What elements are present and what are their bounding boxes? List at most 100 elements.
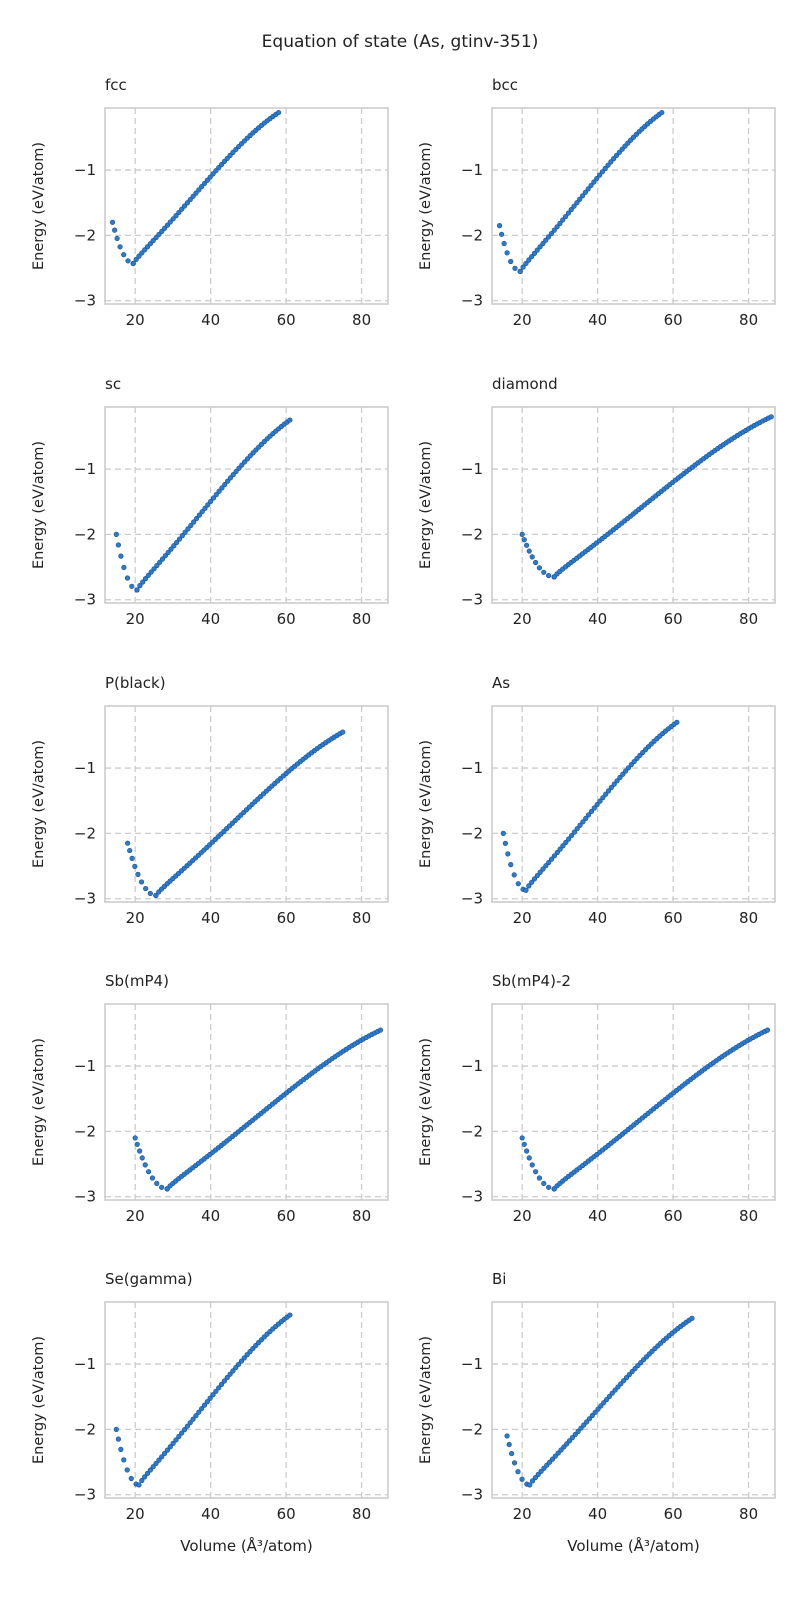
- data-point: [199, 509, 205, 515]
- x-tick-label: 80: [352, 311, 371, 329]
- y-tick-label: −1: [74, 460, 96, 478]
- data-series: [519, 414, 774, 580]
- data-point: [199, 1406, 205, 1412]
- subplot-1: 20 40 60 80 −3 −2 −1 bcc Energy (eV/atom): [418, 76, 776, 329]
- data-point: [527, 1482, 533, 1488]
- data-point: [184, 200, 191, 206]
- x-tick-label: 60: [277, 1505, 296, 1523]
- y-tick-label: −3: [74, 292, 96, 310]
- x-tick-label: 60: [664, 311, 683, 329]
- data-point: [121, 564, 127, 571]
- data-point: [534, 247, 540, 253]
- data-point: [236, 1361, 242, 1367]
- data-point: [185, 526, 191, 532]
- data-point: [557, 846, 563, 852]
- data-point: [149, 1175, 156, 1181]
- y-tick-label: −2: [74, 1122, 96, 1140]
- data-point: [216, 1385, 222, 1391]
- data-point: [132, 863, 138, 869]
- data-point: [511, 1460, 518, 1466]
- y-tick-label: −1: [74, 1057, 96, 1075]
- data-point: [506, 1441, 512, 1448]
- data-point: [596, 172, 603, 178]
- y-tick-label: −2: [74, 824, 96, 842]
- data-point: [603, 1396, 610, 1403]
- data-point: [524, 542, 530, 548]
- data-point: [546, 859, 552, 866]
- data-point: [569, 1435, 576, 1441]
- subplot-title: As: [492, 674, 510, 692]
- data-point: [625, 765, 632, 771]
- data-point: [526, 1155, 532, 1161]
- data-point: [764, 1027, 771, 1033]
- data-point: [496, 223, 503, 229]
- data-point: [129, 583, 135, 589]
- data-point: [190, 193, 196, 199]
- data-point: [146, 1169, 152, 1175]
- data-point: [227, 1371, 233, 1377]
- y-tick-label: −1: [461, 460, 483, 478]
- data-point: [142, 576, 149, 582]
- data-point: [520, 264, 526, 270]
- x-tick-label: 60: [277, 909, 296, 927]
- y-tick-label: −1: [461, 1355, 483, 1373]
- data-point: [202, 505, 208, 511]
- data-point: [109, 219, 116, 225]
- data-point: [193, 515, 200, 522]
- data-point: [523, 887, 529, 893]
- data-point: [585, 186, 591, 192]
- x-tick-label: 40: [588, 610, 607, 628]
- x-tick-label: 20: [126, 1207, 145, 1225]
- data-point: [164, 1447, 171, 1453]
- data-point: [170, 216, 176, 222]
- data-point: [181, 1427, 188, 1433]
- data-point: [275, 109, 282, 116]
- data-point: [201, 1402, 208, 1408]
- subplot-title: Bi: [492, 1270, 506, 1288]
- data-point: [114, 235, 120, 242]
- data-series: [125, 729, 346, 899]
- data-point: [121, 1457, 127, 1463]
- data-point: [566, 836, 572, 842]
- data-point: [113, 1426, 119, 1432]
- data-point: [571, 203, 577, 209]
- y-tick-label: −2: [461, 525, 483, 543]
- data-point: [147, 1467, 153, 1473]
- y-tick-label: −1: [461, 1057, 483, 1075]
- data-point: [533, 559, 539, 566]
- subplot-title: diamond: [492, 375, 558, 393]
- x-tick-label: 40: [588, 909, 607, 927]
- data-point: [603, 791, 609, 797]
- y-tick-label: −3: [74, 591, 96, 609]
- data-point: [537, 869, 543, 875]
- y-axis-label: Energy (eV/atom): [418, 740, 434, 868]
- plot-frame: [104, 107, 389, 305]
- data-point: [606, 1393, 613, 1399]
- data-point: [162, 225, 168, 231]
- data-point: [222, 481, 228, 488]
- x-tick-label: 40: [588, 311, 607, 329]
- data-point: [204, 177, 210, 183]
- data-point: [583, 815, 589, 821]
- y-axis-label: Energy (eV/atom): [31, 1038, 47, 1166]
- subplot-title: fcc: [105, 76, 127, 94]
- data-point: [541, 1180, 547, 1187]
- data-point: [533, 1169, 539, 1175]
- x-tick-label: 80: [739, 311, 758, 329]
- data-point: [580, 819, 586, 825]
- y-axis-label: Energy (eV/atom): [31, 441, 47, 569]
- y-tick-label: −1: [74, 1355, 96, 1373]
- x-tick-label: 60: [664, 610, 683, 628]
- data-point: [132, 1135, 138, 1141]
- data-point: [128, 1475, 134, 1482]
- data-point: [210, 1392, 216, 1398]
- y-tick-label: −2: [74, 226, 96, 244]
- data-point: [511, 872, 517, 878]
- data-point: [529, 254, 535, 260]
- data-point: [153, 1460, 159, 1467]
- data-point: [184, 1423, 190, 1429]
- data-point: [537, 244, 543, 250]
- data-point: [221, 1378, 227, 1384]
- data-point: [125, 258, 131, 264]
- y-axis-label: Energy (eV/atom): [418, 1038, 434, 1166]
